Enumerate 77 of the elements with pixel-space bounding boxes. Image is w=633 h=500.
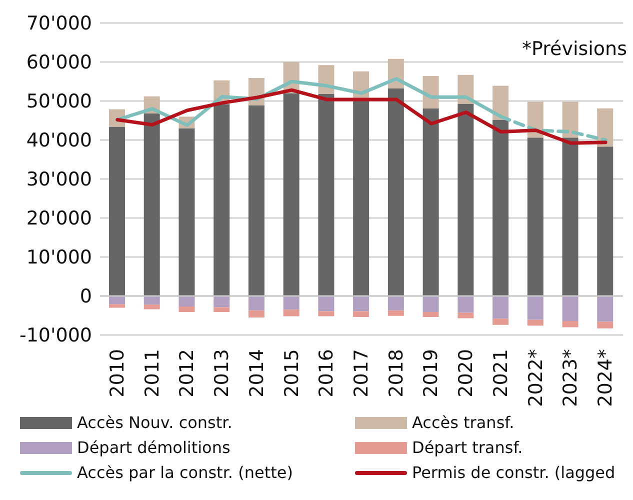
- bar: [458, 296, 474, 313]
- x-tick-label: 2017: [350, 349, 372, 398]
- x-tick-label: 2012: [176, 349, 198, 398]
- bar: [492, 318, 509, 325]
- y-tick-label: -10'000: [19, 324, 92, 347]
- bar: [527, 138, 544, 296]
- annotation: *Prévisions: [522, 38, 627, 60]
- bar: [318, 94, 334, 296]
- bar: [492, 296, 509, 319]
- legend-label: Accès transf.: [412, 413, 514, 432]
- y-tick-label: 40'000: [26, 130, 92, 152]
- bar: [109, 304, 125, 308]
- bar: [388, 310, 404, 316]
- bar: [353, 311, 370, 318]
- legend-label: Départ transf.: [412, 438, 523, 457]
- x-tick-label: 2015: [280, 349, 303, 398]
- x-tick-label: 2021: [490, 349, 512, 398]
- x-tick-label: 2023*: [560, 349, 582, 407]
- bar: [109, 126, 125, 296]
- bar: [248, 296, 264, 310]
- bar: [597, 296, 614, 322]
- y-tick-label: 50'000: [26, 90, 92, 113]
- bar: [422, 296, 439, 312]
- x-tick-label: 2018: [385, 349, 408, 398]
- y-tick-label: 70'000: [26, 12, 92, 35]
- bar: [527, 320, 544, 326]
- bar: [353, 296, 370, 312]
- bar: [214, 307, 230, 312]
- bar: [458, 104, 474, 296]
- bar: [214, 104, 230, 296]
- x-tick-label: 2010: [106, 349, 128, 398]
- legend-label: Accès Nouv. constr.: [77, 413, 232, 432]
- y-tick-label: 20'000: [26, 208, 92, 230]
- bar: [597, 322, 614, 328]
- y-tick-label: 10'000: [26, 246, 92, 269]
- bar: [422, 312, 439, 318]
- bar: [283, 310, 300, 316]
- bar: [318, 296, 334, 312]
- bar: [214, 296, 230, 308]
- bar: [597, 146, 614, 296]
- x-tick-label: 2022*: [524, 349, 547, 407]
- bar: [527, 296, 544, 320]
- bar: [283, 296, 300, 310]
- x-tick-label: 2013: [211, 349, 234, 398]
- bar: [353, 100, 370, 296]
- bar: [178, 296, 195, 307]
- bar: [144, 113, 160, 296]
- bar: [458, 312, 474, 318]
- bar: [248, 105, 264, 296]
- line-series: [116, 88, 608, 145]
- bar: [178, 306, 195, 312]
- bar: [144, 304, 160, 310]
- bar: [562, 102, 578, 138]
- bar: [492, 120, 509, 296]
- bar: [248, 310, 264, 318]
- bar: [562, 138, 578, 296]
- bar: [318, 311, 334, 316]
- bar: [562, 320, 578, 328]
- x-tick-label: 2011: [141, 349, 164, 398]
- bar: [388, 296, 404, 310]
- bar: [597, 108, 614, 147]
- legend-label: Départ démolitions: [77, 438, 230, 457]
- bar: [388, 88, 404, 296]
- y-tick-label: 60'000: [26, 52, 92, 74]
- x-tick-label: 2014: [246, 349, 268, 398]
- legend-label: Accès par la constr. (nette): [77, 463, 293, 482]
- x-tick-label: 2020: [455, 349, 478, 398]
- bar: [178, 128, 195, 296]
- bar: [562, 296, 578, 321]
- x-tick-label: 2024*: [594, 349, 617, 407]
- bar: [422, 108, 439, 296]
- y-tick-label: 30'000: [26, 168, 92, 191]
- y-tick-label: 0: [80, 286, 92, 308]
- x-tick-label: 2019: [420, 349, 442, 398]
- bar: [283, 93, 300, 296]
- legend-label: Permis de constr. (lagged: [412, 463, 616, 482]
- x-tick-label: 2016: [316, 349, 338, 398]
